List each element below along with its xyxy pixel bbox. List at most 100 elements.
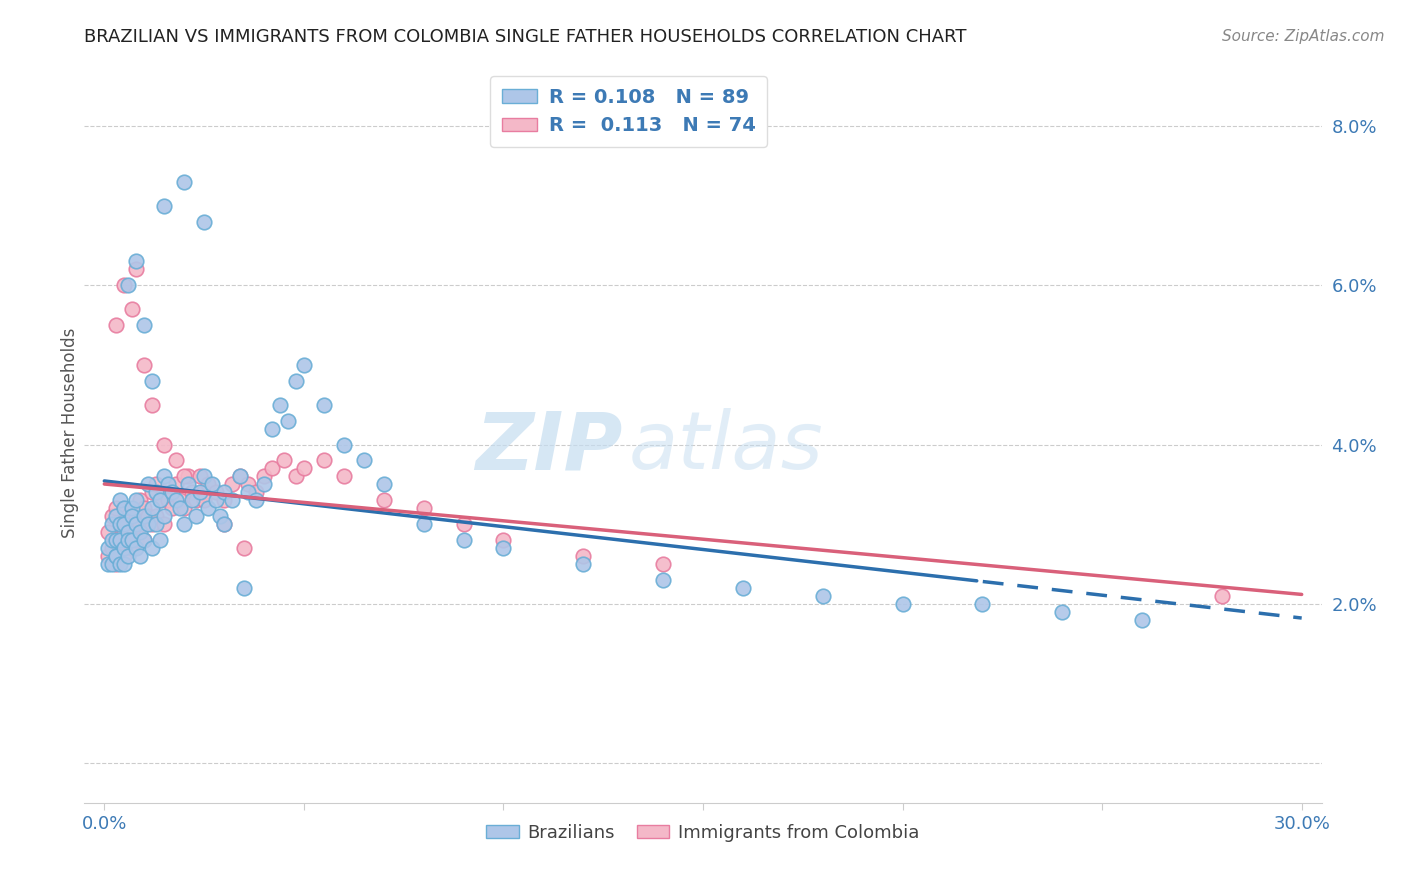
Point	[492, 541, 515, 555]
Text: Source: ZipAtlas.com: Source: ZipAtlas.com	[1222, 29, 1385, 44]
Point	[173, 517, 195, 532]
Point	[97, 525, 120, 540]
Point	[110, 493, 132, 508]
Point	[157, 477, 180, 491]
Point	[112, 549, 135, 563]
Point	[245, 493, 267, 508]
Point	[492, 533, 515, 547]
Point	[125, 254, 148, 268]
Point	[134, 501, 156, 516]
Point	[134, 358, 156, 372]
Point	[169, 501, 191, 516]
Point	[1211, 589, 1233, 603]
Point	[121, 533, 143, 547]
Point	[333, 469, 356, 483]
Point	[165, 493, 187, 508]
Point	[212, 517, 235, 532]
Point	[157, 493, 180, 508]
Point	[145, 477, 167, 491]
Point	[117, 549, 139, 563]
Point	[205, 493, 228, 508]
Point	[105, 557, 128, 571]
Point	[141, 485, 163, 500]
Point	[125, 493, 148, 508]
Point	[112, 541, 135, 555]
Point	[134, 509, 156, 524]
Point	[353, 453, 375, 467]
Point	[121, 541, 143, 555]
Point	[236, 477, 259, 491]
Point	[153, 509, 176, 524]
Point	[165, 453, 187, 467]
Point	[177, 477, 200, 491]
Point	[112, 517, 135, 532]
Point	[233, 541, 256, 555]
Point	[141, 374, 163, 388]
Point	[173, 501, 195, 516]
Point	[412, 517, 434, 532]
Point	[121, 509, 143, 524]
Point	[277, 414, 299, 428]
Point	[212, 493, 235, 508]
Point	[97, 549, 120, 563]
Point	[197, 501, 219, 516]
Point	[221, 477, 243, 491]
Point	[112, 525, 135, 540]
Point	[229, 469, 252, 483]
Point	[112, 278, 135, 293]
Point	[110, 517, 132, 532]
Point	[101, 509, 124, 524]
Point	[177, 469, 200, 483]
Point	[181, 485, 204, 500]
Text: ZIP: ZIP	[475, 409, 623, 486]
Point	[173, 175, 195, 189]
Point	[197, 477, 219, 491]
Point	[136, 477, 159, 491]
Point	[136, 517, 159, 532]
Point	[121, 302, 143, 317]
Point	[136, 509, 159, 524]
Point	[811, 589, 834, 603]
Point	[181, 493, 204, 508]
Point	[333, 437, 356, 451]
Point	[97, 557, 120, 571]
Point	[260, 422, 283, 436]
Point	[253, 469, 276, 483]
Point	[292, 461, 315, 475]
Point	[284, 374, 307, 388]
Point	[121, 525, 143, 540]
Point	[188, 485, 211, 500]
Point	[110, 533, 132, 547]
Point	[149, 533, 172, 547]
Point	[141, 398, 163, 412]
Point	[169, 493, 191, 508]
Point	[125, 262, 148, 277]
Point	[134, 533, 156, 547]
Point	[153, 199, 176, 213]
Point	[160, 485, 183, 500]
Point	[153, 517, 176, 532]
Point	[112, 557, 135, 571]
Point	[129, 517, 152, 532]
Point	[112, 501, 135, 516]
Point	[125, 533, 148, 547]
Point	[129, 493, 152, 508]
Point	[105, 501, 128, 516]
Point	[101, 533, 124, 547]
Point	[652, 557, 675, 571]
Point	[145, 509, 167, 524]
Point	[125, 541, 148, 555]
Point	[212, 517, 235, 532]
Point	[209, 509, 232, 524]
Point	[731, 581, 754, 595]
Point	[412, 501, 434, 516]
Point	[149, 493, 172, 508]
Point	[141, 517, 163, 532]
Point	[269, 398, 291, 412]
Point	[312, 453, 335, 467]
Point	[236, 485, 259, 500]
Point	[193, 485, 215, 500]
Point	[134, 318, 156, 333]
Point	[110, 517, 132, 532]
Point	[373, 477, 395, 491]
